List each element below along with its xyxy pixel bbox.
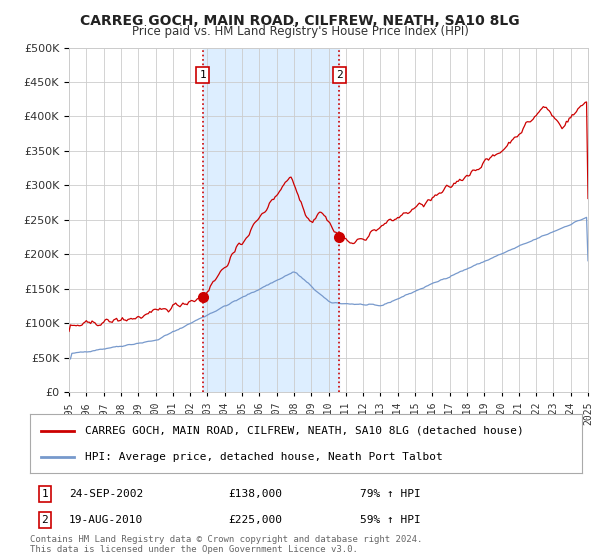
- Text: This data is licensed under the Open Government Licence v3.0.: This data is licensed under the Open Gov…: [30, 544, 358, 554]
- Text: 2: 2: [41, 515, 49, 525]
- Text: 1: 1: [41, 489, 49, 499]
- Text: HPI: Average price, detached house, Neath Port Talbot: HPI: Average price, detached house, Neat…: [85, 452, 443, 462]
- Text: £138,000: £138,000: [228, 489, 282, 499]
- Text: Price paid vs. HM Land Registry's House Price Index (HPI): Price paid vs. HM Land Registry's House …: [131, 25, 469, 38]
- Text: CARREG GOCH, MAIN ROAD, CILFREW, NEATH, SA10 8LG (detached house): CARREG GOCH, MAIN ROAD, CILFREW, NEATH, …: [85, 426, 524, 436]
- Text: 2: 2: [336, 70, 343, 80]
- Text: 1: 1: [199, 70, 206, 80]
- Text: 24-SEP-2002: 24-SEP-2002: [69, 489, 143, 499]
- Bar: [203, 48, 340, 392]
- Text: 59% ↑ HPI: 59% ↑ HPI: [360, 515, 421, 525]
- Text: CARREG GOCH, MAIN ROAD, CILFREW, NEATH, SA10 8LG: CARREG GOCH, MAIN ROAD, CILFREW, NEATH, …: [80, 14, 520, 28]
- Text: 79% ↑ HPI: 79% ↑ HPI: [360, 489, 421, 499]
- Text: £225,000: £225,000: [228, 515, 282, 525]
- Text: 19-AUG-2010: 19-AUG-2010: [69, 515, 143, 525]
- Text: Contains HM Land Registry data © Crown copyright and database right 2024.: Contains HM Land Registry data © Crown c…: [30, 534, 422, 544]
